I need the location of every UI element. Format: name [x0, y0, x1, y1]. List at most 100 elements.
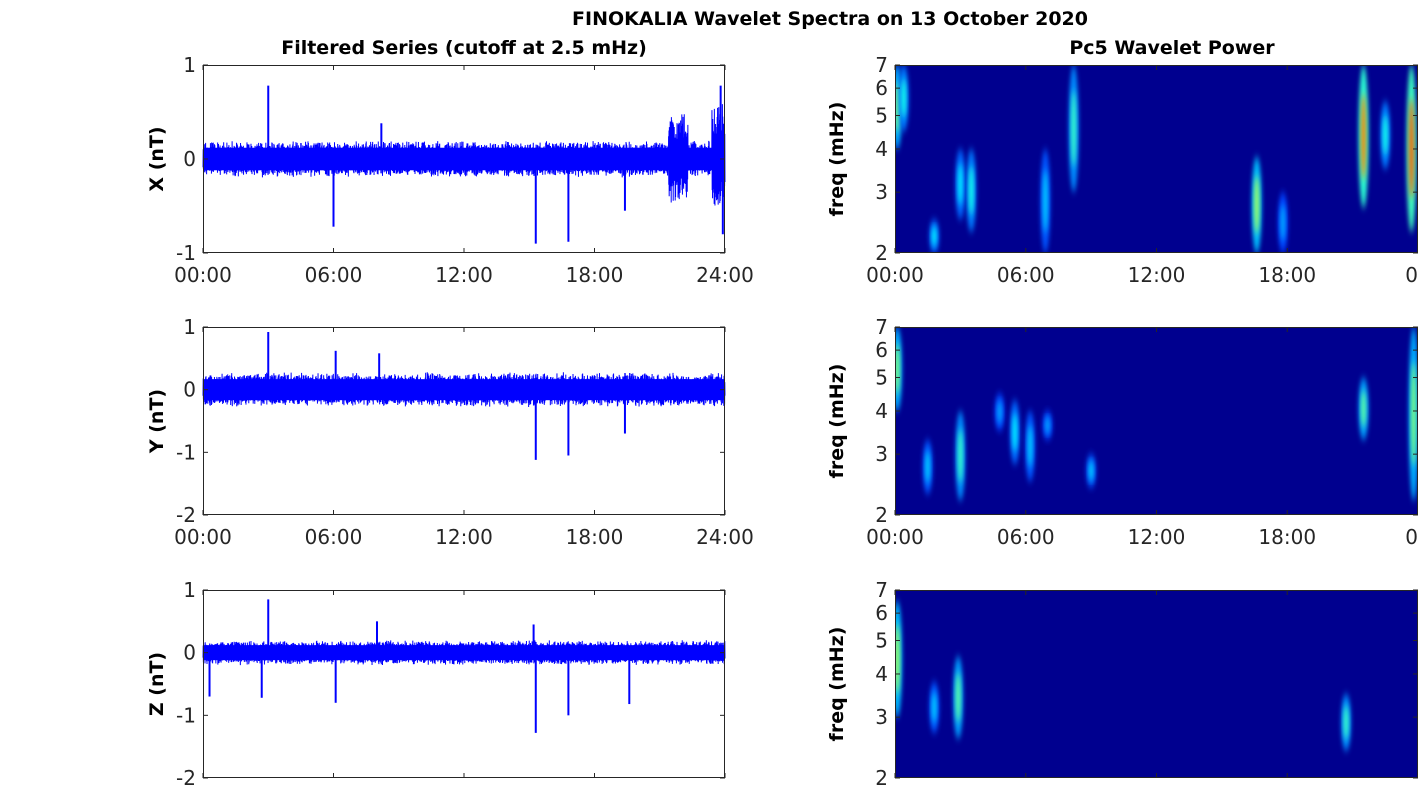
x-tick-label: 24:00 — [696, 525, 754, 549]
y-axis-label: freq (mHz) — [826, 102, 848, 217]
wavelet-power-core — [968, 165, 974, 216]
x-tick-label: 12:00 — [435, 525, 493, 549]
wavelet-power-core — [1045, 416, 1051, 435]
wavelet-power-core — [895, 624, 900, 694]
wavelet-power-core — [1280, 204, 1286, 241]
wavelet-power-core — [997, 400, 1003, 424]
wavelet-image — [895, 65, 1418, 253]
series-panel-2: -2 -1 0 1 Z (nT) — [146, 578, 726, 788]
y-tick-label: -1 — [176, 440, 196, 464]
y-tick-label: 1 — [183, 578, 196, 602]
wavelet-panel-0: 00:00 06:00 12:00 18:00 00 2 3 4 5 67 freq (mHz) Pc… — [826, 37, 1418, 287]
y-axis-label: Y (nT) — [146, 389, 168, 454]
figure-title: FINOKALIA Wavelet Spectra on 13 October … — [572, 8, 1088, 30]
x-tick-label: 18:00 — [566, 525, 624, 549]
wavelet-power-core — [1027, 425, 1033, 468]
wavelet-power-core — [1408, 98, 1414, 199]
wavelet-power-core — [931, 226, 937, 247]
x-tick-label: 00 — [1405, 525, 1418, 549]
wavelet-power-core — [895, 81, 900, 133]
x-tick-label: 00:00 — [174, 525, 232, 549]
y-tick-label: 5 — [875, 628, 888, 652]
y-tick-label: 6 — [875, 338, 888, 362]
x-tick-label: 24:00 — [696, 263, 754, 287]
axes-title: Pc5 Wavelet Power — [1069, 37, 1275, 59]
plot-area — [203, 327, 725, 515]
x-tick-label: 18:00 — [1258, 525, 1316, 549]
y-tick-label: 5 — [875, 365, 888, 389]
series-panel-1: 00:00 06:00 12:00 18:00 24:00 -2 -1 0 1 Y (nT) — [146, 315, 754, 549]
wavelet-power-core — [957, 428, 963, 483]
wavelet-power-core — [1361, 93, 1367, 180]
y-tick-label: 3 — [875, 180, 888, 204]
wavelet-panel-2: 2 3 4 5 67 freq (mHz) — [826, 578, 1418, 788]
x-tick-label: 00:00 — [174, 263, 232, 287]
wavelet-background — [895, 65, 1418, 253]
x-tick-label: 12:00 — [1128, 263, 1186, 287]
wavelet-power-core — [901, 78, 907, 119]
y-tick-label: 7 — [875, 315, 888, 339]
wavelet-power-core — [1071, 90, 1077, 167]
x-tick-label: 18:00 — [1258, 263, 1316, 287]
wavelet-image — [895, 590, 1418, 778]
wavelet-power-core — [957, 163, 963, 206]
y-tick-label: 2 — [875, 503, 888, 527]
y-tick-label: 6 — [875, 76, 888, 100]
x-tick-label: 06:00 — [305, 525, 363, 549]
y-tick-label: -2 — [176, 766, 196, 788]
y-tick-label: 4 — [875, 662, 888, 686]
y-tick-label: 3 — [875, 705, 888, 729]
x-tick-label: 00:00 — [866, 525, 924, 549]
axes-title: Filtered Series (cutoff at 2.5 mHz) — [281, 37, 647, 59]
wavelet-power-core — [1382, 114, 1388, 156]
y-tick-label: 0 — [183, 378, 196, 402]
series-band — [203, 379, 725, 401]
y-axis-label: freq (mHz) — [826, 627, 848, 742]
y-tick-label: 4 — [875, 137, 888, 161]
x-tick-label: 18:00 — [566, 263, 624, 287]
y-tick-label: 7 — [875, 53, 888, 77]
wavelet-power-core — [1254, 175, 1260, 234]
y-axis-label: X (nT) — [146, 126, 168, 191]
y-axis-label: Z (nT) — [146, 652, 168, 716]
series-panel-0: 00:00 06:00 12:00 18:00 24:00 -1 0 1 X (nT) Filte… — [146, 37, 754, 287]
series-band — [203, 147, 725, 171]
x-tick-label: 00:00 — [866, 263, 924, 287]
wavelet-power-core — [1088, 460, 1094, 481]
y-tick-label: 5 — [875, 103, 888, 127]
y-tick-label: 3 — [875, 442, 888, 466]
wavelet-image — [895, 327, 1418, 515]
wavelet-power-core — [1361, 389, 1367, 428]
x-tick-label: 06:00 — [305, 263, 363, 287]
y-tick-label: 1 — [183, 53, 196, 77]
wavelet-power-core — [1411, 361, 1417, 466]
x-tick-label: 12:00 — [435, 263, 493, 287]
x-tick-label: 00 — [1405, 263, 1418, 287]
y-tick-label: -1 — [176, 703, 196, 727]
wavelet-power-core — [1012, 413, 1018, 452]
wavelet-background — [895, 590, 1418, 778]
series-band — [203, 645, 725, 661]
wavelet-power-core — [925, 450, 931, 484]
y-tick-label: 0 — [183, 641, 196, 665]
y-tick-label: -2 — [176, 503, 196, 527]
y-tick-label: 0 — [183, 147, 196, 171]
plot-area — [203, 590, 725, 778]
y-axis-label: freq (mHz) — [826, 364, 848, 479]
wavelet-background — [895, 327, 1418, 515]
x-tick-label: 12:00 — [1128, 525, 1186, 549]
wavelet-power-core — [1343, 705, 1349, 740]
wavelet-power-core — [955, 672, 961, 723]
y-tick-label: 6 — [875, 601, 888, 625]
wavelet-power-core — [931, 691, 937, 723]
y-tick-label: 7 — [875, 578, 888, 602]
wavelet-power-core — [895, 343, 900, 395]
y-tick-label: 2 — [875, 766, 888, 788]
x-tick-label: 06:00 — [997, 263, 1055, 287]
y-tick-label: 2 — [875, 241, 888, 265]
wavelet-panel-1: 00:00 06:00 12:00 18:00 00 2 3 4 5 67 freq (mHz) — [826, 315, 1418, 549]
x-tick-label: 06:00 — [997, 525, 1055, 549]
y-tick-label: 4 — [875, 399, 888, 423]
wavelet-power-core — [1042, 169, 1048, 233]
